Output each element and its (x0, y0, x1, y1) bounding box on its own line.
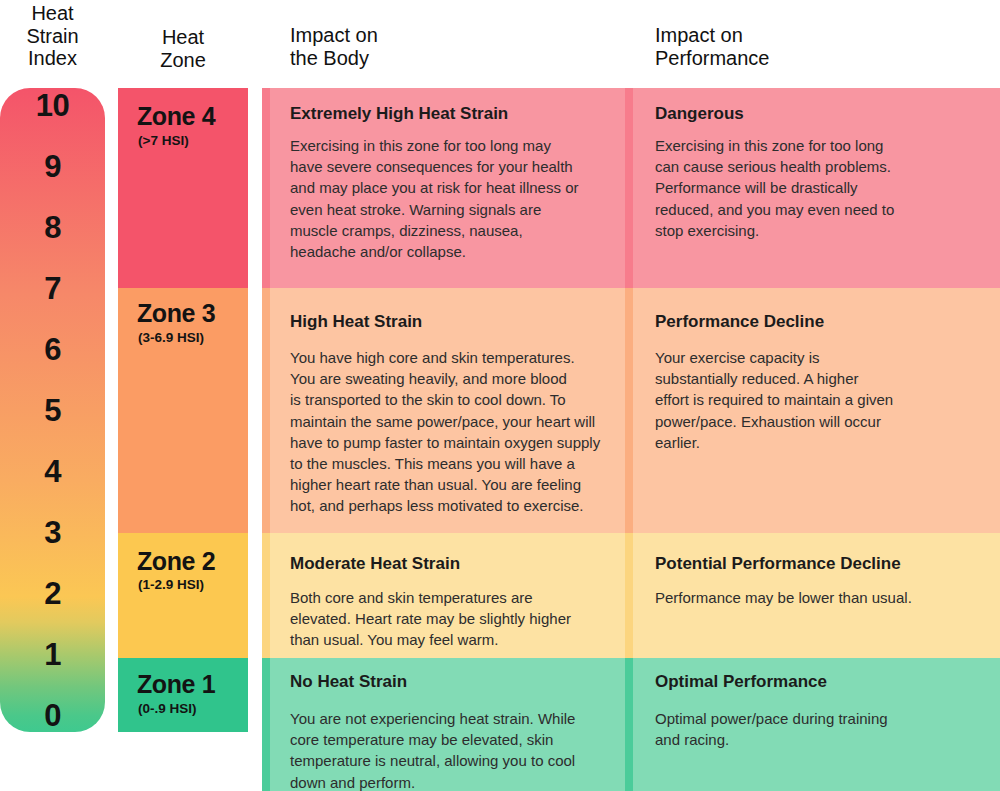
zone-2-body-panel: Moderate Heat Strain Both core and skin … (262, 533, 625, 658)
zone-3-body-title: High Heat Strain (290, 311, 623, 332)
zone-4-performance-panel: Dangerous Exercising in this zone for to… (625, 88, 1000, 288)
scale-tick-3: 3 (0, 513, 105, 553)
zone-2-block: Zone 2 (1-2.9 HSI) (118, 533, 248, 658)
zone-4-body-text: Exercising in this zone for too long may… (290, 135, 623, 262)
zone-1-performance-title: Optimal Performance (655, 671, 998, 692)
zone-1-range: (0-.9 HSI) (138, 701, 197, 716)
zone-2-performance-text: Performance may be lower than usual. (655, 587, 998, 608)
scale-tick-8: 8 (0, 208, 105, 248)
zone-4-label: Zone 4 (137, 104, 215, 129)
zone-1-body-panel: No Heat Strain You are not experiencing … (262, 658, 625, 791)
zone-3-body-text: You have high core and skin temperatures… (290, 347, 623, 517)
scale-tick-10: 10 (0, 86, 105, 126)
zone-1-performance-text: Optimal power/pace during training and r… (655, 708, 998, 750)
scale-tick-4: 4 (0, 452, 105, 492)
zone-4-range: (>7 HSI) (138, 133, 189, 148)
scale-tick-7: 7 (0, 269, 105, 309)
scale-tick-2: 2 (0, 574, 105, 614)
zone-4-performance-text: Exercising in this zone for too long can… (655, 135, 998, 241)
zone-1-block: Zone 1 (0-.9 HSI) (118, 658, 248, 732)
column-header-impact-performance: Impact on Performance (655, 24, 770, 69)
heat-zone-column: Zone 4 (>7 HSI) Zone 3 (3-6.9 HSI) Zone … (118, 88, 248, 732)
zone-3-performance-title: Performance Decline (655, 311, 998, 332)
heat-strain-index-infographic: { "headers": { "index": ["Heat", "Strain… (0, 0, 1000, 791)
scale-tick-0: 0 (0, 696, 105, 736)
zone-3-label: Zone 3 (137, 301, 215, 326)
heat-strain-index-scale: 10 9 8 7 6 5 4 3 2 1 0 (0, 88, 105, 732)
scale-tick-1: 1 (0, 635, 105, 675)
zone-4-body-panel: Extremely High Heat Strain Exercising in… (262, 88, 625, 288)
zone-1-performance-panel: Optimal Performance Optimal power/pace d… (625, 658, 1000, 791)
zone-1-body-title: No Heat Strain (290, 671, 623, 692)
scale-tick-6: 6 (0, 330, 105, 370)
zone-2-performance-title: Potential Performance Decline (655, 553, 998, 574)
zone-4-performance-title: Dangerous (655, 103, 998, 124)
impact-on-performance-column: Dangerous Exercising in this zone for to… (625, 88, 1000, 791)
zone-4-block: Zone 4 (>7 HSI) (118, 88, 248, 288)
zone-3-range: (3-6.9 HSI) (138, 330, 204, 345)
impact-on-body-column: Extremely High Heat Strain Exercising in… (262, 88, 625, 791)
column-header-impact-body: Impact on the Body (290, 24, 378, 69)
zone-2-body-text: Both core and skin temperatures are elev… (290, 587, 623, 651)
zone-3-performance-panel: Performance Decline Your exercise capaci… (625, 288, 1000, 533)
zone-1-label: Zone 1 (137, 672, 215, 697)
zone-2-label: Zone 2 (137, 549, 215, 574)
zone-2-performance-panel: Potential Performance Decline Performanc… (625, 533, 1000, 658)
scale-tick-9: 9 (0, 147, 105, 187)
zone-4-body-title: Extremely High Heat Strain (290, 103, 623, 124)
column-header-heat-zone: Heat Zone (118, 26, 248, 71)
scale-tick-5: 5 (0, 391, 105, 431)
zone-3-block: Zone 3 (3-6.9 HSI) (118, 288, 248, 533)
column-header-heat-strain-index: Heat Strain Index (0, 2, 105, 70)
zone-3-performance-text: Your exercise capacity is substantially … (655, 347, 998, 453)
zone-1-body-text: You are not experiencing heat strain. Wh… (290, 708, 623, 791)
zone-2-range: (1-2.9 HSI) (138, 577, 204, 592)
zone-3-body-panel: High Heat Strain You have high core and … (262, 288, 625, 533)
zone-2-body-title: Moderate Heat Strain (290, 553, 623, 574)
